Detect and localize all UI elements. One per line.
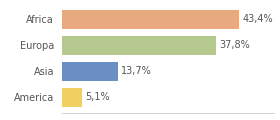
Bar [62,62,118,81]
Bar [62,36,216,55]
Text: 43,4%: 43,4% [242,14,273,24]
Text: 37,8%: 37,8% [219,40,250,50]
Text: 13,7%: 13,7% [120,66,151,76]
Text: 5,1%: 5,1% [85,92,110,102]
Bar [62,88,83,107]
Bar [62,10,239,29]
